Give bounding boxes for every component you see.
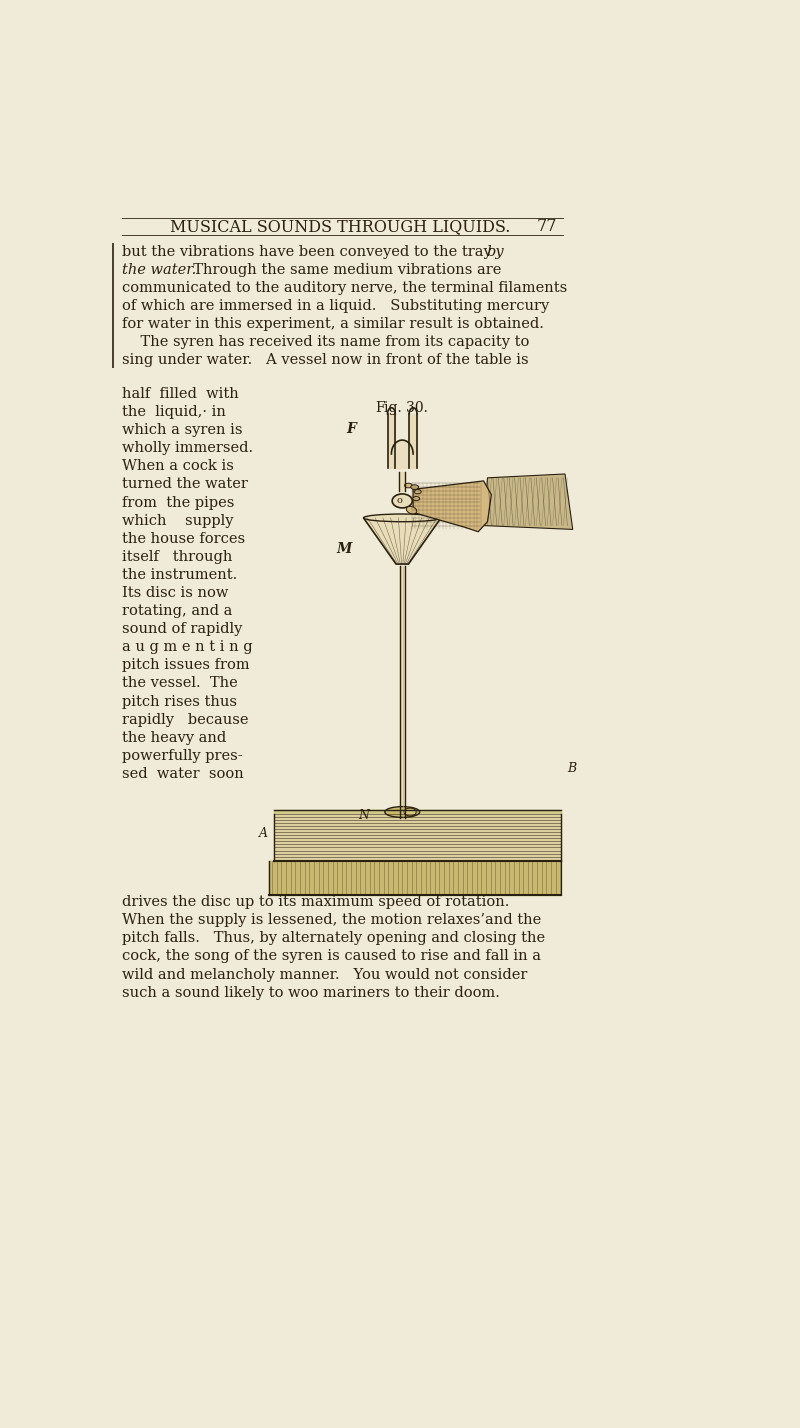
- Text: wild and melancholy manner.   You would not consider: wild and melancholy manner. You would no…: [122, 968, 527, 981]
- Text: 77: 77: [537, 218, 558, 236]
- Text: turned the water: turned the water: [122, 477, 247, 491]
- Ellipse shape: [385, 807, 420, 817]
- Text: pitch issues from: pitch issues from: [122, 658, 250, 673]
- Text: ig. 30.: ig. 30.: [385, 401, 428, 414]
- Text: sound of rapidly: sound of rapidly: [122, 623, 242, 637]
- Text: sed  water  soon: sed water soon: [122, 767, 243, 781]
- Text: When the supply is lessened, the motion relaxes’and the: When the supply is lessened, the motion …: [122, 914, 541, 927]
- Ellipse shape: [414, 490, 422, 494]
- Text: pitch rises thus: pitch rises thus: [122, 694, 237, 708]
- Polygon shape: [363, 518, 441, 564]
- Text: the water.: the water.: [122, 263, 196, 277]
- Text: Its disc is now: Its disc is now: [122, 585, 228, 600]
- Text: pitch falls.   Thus, by alternately opening and closing the: pitch falls. Thus, by alternately openin…: [122, 931, 545, 945]
- Text: M: M: [336, 541, 352, 555]
- Ellipse shape: [404, 808, 416, 815]
- Ellipse shape: [363, 514, 441, 521]
- Text: itself   through: itself through: [122, 550, 232, 564]
- Text: which    supply: which supply: [122, 514, 234, 527]
- Ellipse shape: [410, 484, 418, 490]
- Text: drives the disc up to its maximum speed of rotation.: drives the disc up to its maximum speed …: [122, 895, 509, 910]
- Text: MUSICAL SOUNDS THROUGH LIQUIDS.: MUSICAL SOUNDS THROUGH LIQUIDS.: [170, 218, 510, 236]
- Text: the vessel.  The: the vessel. The: [122, 677, 238, 691]
- Text: F: F: [375, 401, 385, 414]
- Polygon shape: [413, 481, 491, 531]
- Text: for water in this experiment, a similar result is obtained.: for water in this experiment, a similar …: [122, 317, 543, 331]
- Text: The syren has received its name from its capacity to: The syren has received its name from its…: [122, 336, 529, 348]
- Polygon shape: [484, 474, 573, 530]
- Text: wholly immersed.: wholly immersed.: [122, 441, 253, 456]
- Text: from  the pipes: from the pipes: [122, 496, 234, 510]
- Ellipse shape: [406, 507, 417, 514]
- Ellipse shape: [405, 483, 412, 488]
- Text: the  liquid,· in: the liquid,· in: [122, 406, 226, 418]
- Text: the heavy and: the heavy and: [122, 731, 226, 745]
- Ellipse shape: [413, 497, 420, 501]
- Text: which a syren is: which a syren is: [122, 423, 242, 437]
- Text: the house forces: the house forces: [122, 531, 245, 545]
- Text: half  filled  with: half filled with: [122, 387, 238, 401]
- Text: such a sound likely to woo mariners to their doom.: such a sound likely to woo mariners to t…: [122, 985, 499, 1000]
- Text: rapidly   because: rapidly because: [122, 713, 248, 727]
- Text: o: o: [397, 497, 403, 506]
- Text: B: B: [567, 761, 577, 774]
- Text: When a cock is: When a cock is: [122, 460, 234, 473]
- Text: sing under water.   A vessel now in front of the table is: sing under water. A vessel now in front …: [122, 353, 528, 367]
- Text: F: F: [346, 423, 356, 437]
- Text: N: N: [358, 810, 370, 823]
- Text: Through the same medium vibrations are: Through the same medium vibrations are: [184, 263, 501, 277]
- Text: A: A: [259, 827, 268, 840]
- Text: by: by: [486, 244, 503, 258]
- Text: of which are immersed in a liquid.   Substituting mercury: of which are immersed in a liquid. Subst…: [122, 298, 549, 313]
- Ellipse shape: [392, 494, 412, 508]
- Text: a u g m e n t i n g: a u g m e n t i n g: [122, 640, 252, 654]
- Text: the instrument.: the instrument.: [122, 568, 237, 581]
- Text: rotating, and a: rotating, and a: [122, 604, 232, 618]
- Text: powerfully pres-: powerfully pres-: [122, 748, 242, 763]
- Text: communicated to the auditory nerve, the terminal filaments: communicated to the auditory nerve, the …: [122, 281, 567, 294]
- Text: but the vibrations have been conveyed to the tray: but the vibrations have been conveyed to…: [122, 244, 496, 258]
- Text: cock, the song of the syren is caused to rise and fall in a: cock, the song of the syren is caused to…: [122, 950, 541, 964]
